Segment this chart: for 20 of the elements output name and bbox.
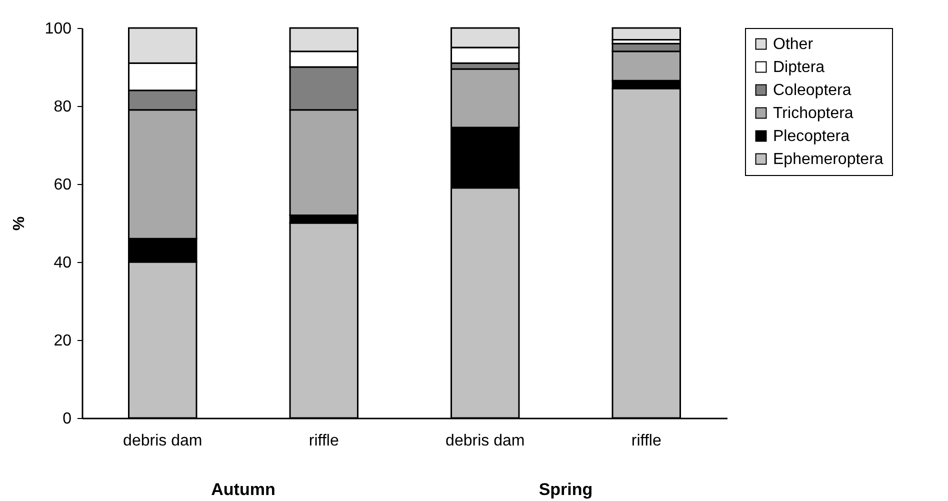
y-tick-label: 20	[54, 332, 72, 350]
y-tick-label: 80	[54, 98, 72, 116]
y-tick-label: 0	[62, 410, 72, 428]
bar	[612, 27, 681, 40]
x-tick-label: debris dam	[123, 432, 202, 450]
y-tick-label: 60	[54, 176, 72, 194]
legend-label: Plecoptera	[773, 128, 850, 145]
x-tick-label: riffle	[631, 432, 662, 450]
y-tick-label: 40	[54, 254, 72, 272]
text: Spring	[538, 480, 593, 499]
text: Autumn	[211, 480, 276, 499]
x-tick-label: riffle	[308, 432, 339, 450]
legend-label: Diptera	[773, 59, 825, 76]
legend-label: Other	[773, 36, 814, 53]
y-axis-title: %	[10, 216, 28, 231]
y-tick-label: 100	[44, 20, 72, 38]
legend-label: Coleoptera	[773, 82, 852, 99]
legend-label: Ephemeroptera	[773, 151, 884, 168]
x-tick-label: debris dam	[446, 432, 525, 450]
legend-label: Trichoptera	[773, 105, 854, 122]
